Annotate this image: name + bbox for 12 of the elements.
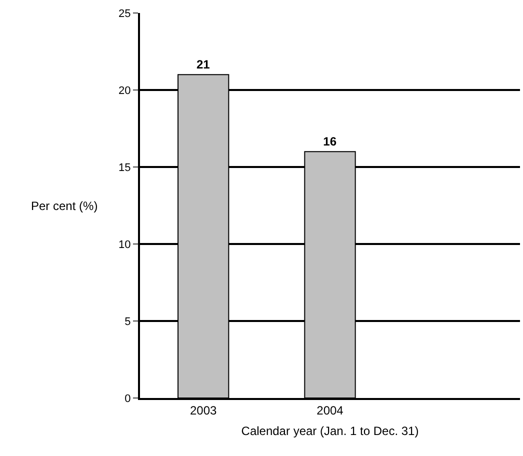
data-label: 16: [323, 134, 337, 149]
y-tick-label: 5: [124, 316, 131, 328]
x-tick-label: 2004: [316, 403, 344, 418]
y-tick-label: 25: [118, 8, 131, 20]
x-axis-title: Calendar year (Jan. 1 to Dec. 31): [241, 424, 419, 438]
y-tick-label: 15: [118, 162, 131, 174]
y-axis-title: Per cent (%): [31, 199, 98, 213]
y-tick-label: 20: [118, 84, 131, 97]
y-tick-label: 10: [118, 238, 131, 251]
x-tick-label: 2003: [190, 403, 217, 418]
y-tick-label: 0: [124, 392, 131, 405]
data-label: 21: [196, 58, 210, 72]
